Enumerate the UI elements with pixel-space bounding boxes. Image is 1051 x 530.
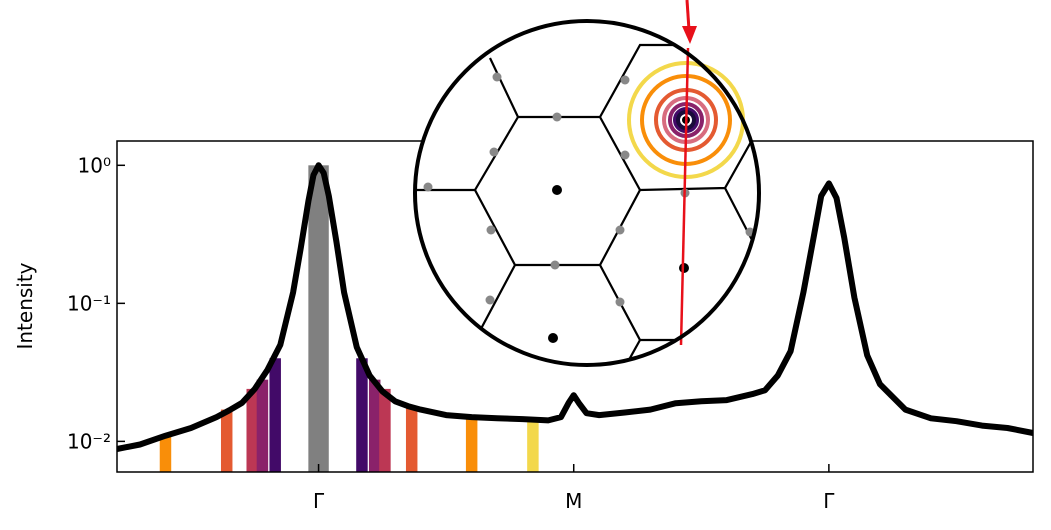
intensity-line	[116, 162, 1034, 452]
bar	[256, 379, 269, 472]
bar	[465, 417, 478, 472]
bar	[308, 165, 329, 473]
bar	[220, 409, 233, 472]
plot: 10⁰ 10⁻¹ 10⁻² Γ M Γ	[67, 140, 1034, 513]
gray-dots	[423, 72, 755, 347]
y-axis-label: Intensity	[13, 262, 37, 349]
bar	[379, 388, 391, 472]
bar	[269, 358, 281, 472]
inset-border	[413, 19, 761, 367]
y-tick-label: 10⁻²	[67, 429, 111, 453]
inset	[413, 0, 761, 367]
arrow-head	[682, 26, 697, 44]
bar	[368, 379, 381, 472]
arrow-shaft	[685, 0, 691, 31]
y-tick-label: 10⁰	[78, 153, 111, 177]
x-tick-label: Γ	[823, 489, 835, 513]
bar	[405, 406, 418, 472]
bar	[356, 358, 368, 472]
bar	[159, 435, 172, 472]
inset-bg	[415, 21, 759, 365]
x-tick-label: Γ	[313, 489, 325, 513]
bar	[527, 421, 539, 472]
y-tick-label: 10⁻¹	[67, 291, 111, 315]
x-tick-label: M	[565, 489, 582, 513]
cut-line	[679, 47, 690, 346]
bar	[246, 388, 258, 472]
